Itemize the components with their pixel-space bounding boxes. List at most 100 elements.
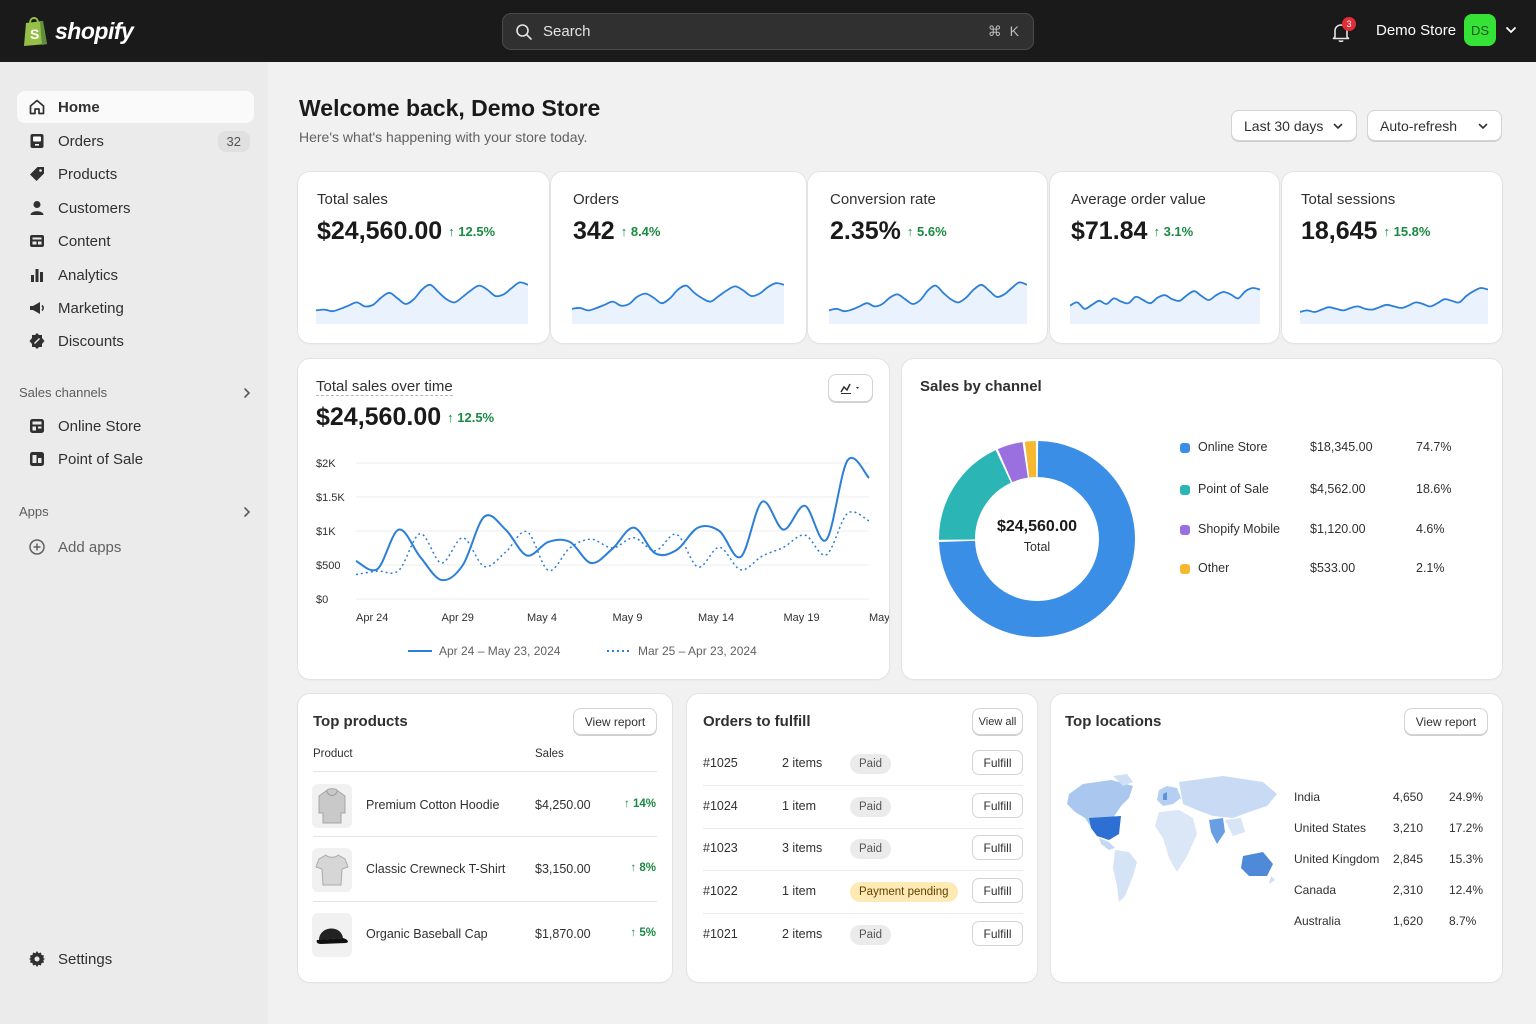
x-tick-label: May 9 [613,612,643,624]
kpi-change-text: 3.1% [1163,224,1194,239]
table-row[interactable]: Premium Cotton Hoodie $4,250.00 ↑ 14% [312,776,658,836]
sidebar-item-marketing[interactable]: Marketing [17,292,254,324]
sidebar-item-label: Analytics [58,266,119,284]
sidebar-item-point-of-sale[interactable]: Point of Sale [17,443,254,475]
channel-name: Other [1198,561,1230,575]
sidebar-item-content[interactable]: Content [17,225,254,257]
page-subtitle: Here's what's happening with your store … [299,129,588,145]
table-row[interactable]: Organic Baseball Cap $1,870.00 ↑ 5% [312,905,658,965]
top-products-view-report-button[interactable]: View report [573,708,657,735]
discount-icon [28,332,46,350]
kpi-value: 342 ↑ 8.4% [573,217,660,246]
chart-type-button[interactable] [828,374,873,402]
sales-over-time-title[interactable]: Total sales over time [316,378,453,396]
fulfill-button[interactable]: Fulfill [972,921,1023,946]
person-icon [28,199,46,217]
location-sessions: 2,310 [1393,883,1424,897]
donut-center-value: $24,560.00 [996,518,1078,535]
order-id: #1021 [703,927,738,941]
product-change-text: 14% [632,798,656,810]
channel-legend-row: Other $533.00 2.1% [1180,561,1460,577]
orders-to-fulfill-title: Orders to fulfill [703,713,811,730]
order-id: #1025 [703,756,738,770]
y-tick-label: $500 [316,560,340,572]
kpi-value-text: 342 [573,217,615,245]
kpi-value-text: $71.84 [1071,217,1148,245]
order-row[interactable]: #1023 3 items Paid Fulfill [703,829,1023,871]
kpi-card-average-order-value[interactable]: Average order value $71.84 ↑ 3.1% [1050,172,1279,343]
search-bar[interactable]: ⌘ K [502,13,1034,50]
channel-name: Online Store [1198,440,1268,454]
sparkline-average-order-value [1070,287,1260,324]
order-row[interactable]: #1025 2 items Paid Fulfill [703,744,1023,786]
sparkline-line [1300,287,1488,313]
product-sales: $3,150.00 [535,862,591,876]
sidebar-item-products[interactable]: Products [17,158,254,190]
order-row[interactable]: #1024 1 item Paid Fulfill [703,787,1023,829]
kpi-card-total-sessions[interactable]: Total sessions 18,645 ↑ 15.8% [1282,172,1502,343]
sidebar-item-discounts[interactable]: Discounts [17,325,254,357]
sidebar-item-customers[interactable]: Customers [17,192,254,224]
tag-icon [28,165,46,183]
top-locations-title: Top locations [1065,713,1162,730]
add-apps-button[interactable]: Add apps [17,531,254,563]
megaphone-icon [28,299,46,317]
location-sessions: 3,210 [1393,821,1424,835]
order-items: 1 item [782,884,817,898]
kpi-label: Total sales [317,191,388,208]
location-row: United States 3,210 17.2% [1294,821,1486,837]
series-line-current [355,456,870,582]
sidebar-item-label: Settings [58,950,113,968]
chevron-down-icon [1478,123,1488,129]
shopify-logo[interactable]: S shopify [22,15,134,47]
order-items: 2 items [782,927,823,941]
sidebar-item-analytics[interactable]: Analytics [17,259,254,291]
x-tick-label: Apr 29 [442,612,474,624]
apps-header[interactable]: Apps [19,504,254,519]
x-tick-label: May 24 [869,612,889,624]
product-change-text: 5% [639,927,656,939]
y-tick-label: $1.5K [316,492,345,504]
legend-dot [1180,564,1190,574]
table-row[interactable]: Classic Crewneck T-Shirt $3,150.00 ↑ 8% [312,840,658,900]
search-input[interactable] [543,23,978,40]
store-menu[interactable]: Demo Store DS [1376,14,1518,46]
donut-slice-other [1024,441,1037,478]
kpi-card-total-sales[interactable]: Total sales $24,560.00 ↑ 12.5% [298,172,549,343]
kpi-card-conversion-rate[interactable]: Conversion rate 2.35% ↑ 5.6% [808,172,1047,343]
sidebar-item-online-store[interactable]: Online Store [17,410,254,442]
pos-icon [28,450,46,468]
sidebar-item-label: Point of Sale [58,450,144,468]
sidebar-item-home[interactable]: Home [17,91,254,123]
location-pct: 8.7% [1449,914,1477,928]
chevron-right-icon [244,506,251,517]
order-items: 2 items [782,756,823,770]
kpi-value: $71.84 ↑ 3.1% [1071,217,1193,246]
auto-refresh-label: Auto-refresh [1380,117,1458,134]
order-row[interactable]: #1021 2 items Paid Fulfill [703,915,1023,957]
plus-circle-icon [28,538,46,556]
sales-channels-header[interactable]: Sales channels [19,385,254,400]
fulfill-button[interactable]: Fulfill [972,835,1023,860]
kpi-card-orders[interactable]: Orders 342 ↑ 8.4% [551,172,806,343]
bell-icon[interactable] [1329,20,1353,44]
auto-refresh-dropdown[interactable]: Auto-refresh [1367,110,1502,141]
location-row: Australia 1,620 8.7% [1294,914,1486,930]
fulfill-button[interactable]: Fulfill [972,793,1023,818]
kpi-value-text: 18,645 [1301,217,1378,245]
fulfill-button[interactable]: Fulfill [972,878,1023,903]
top-locations-view-report-button[interactable]: View report [1404,708,1488,735]
location-country: Canada [1294,883,1337,897]
sparkline-line [316,281,528,313]
status-badge: Paid [850,754,892,774]
location-pct: 12.4% [1449,883,1484,897]
orders-view-all-button[interactable]: View all [972,708,1023,735]
sidebar-item-orders[interactable]: Orders 32 [17,125,254,157]
sidebar-item-settings[interactable]: Settings [17,943,254,975]
date-range-dropdown[interactable]: Last 30 days [1231,110,1357,141]
sparkline-total-sales [316,281,528,324]
fulfill-button[interactable]: Fulfill [972,750,1023,775]
series-line-previous [355,511,870,576]
kpi-change-text: 8.4% [630,224,661,239]
order-row[interactable]: #1022 1 item Payment pending Fulfill [703,872,1023,914]
